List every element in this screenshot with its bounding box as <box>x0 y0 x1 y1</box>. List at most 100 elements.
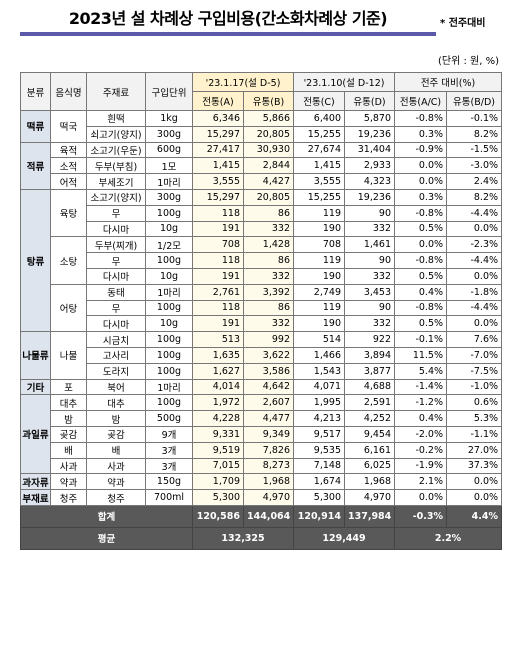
price-cell: 513 <box>192 331 244 348</box>
price-cell: 9,517 <box>293 425 345 443</box>
price-cell: -0.8% <box>394 299 448 317</box>
price-cell: 1,415 <box>293 157 345 175</box>
ingredient: 두부(부침) <box>86 157 146 175</box>
column-subheader: 전통(A/C) <box>394 91 448 111</box>
total-cell: 144,064 <box>243 504 294 528</box>
ingredient: 곶감 <box>86 425 146 443</box>
table-row: 다시마 10g 191 332 190 332 0.5% 0.0% <box>21 220 503 238</box>
table-row: 평균 132,325 129,449 2.2% <box>20 526 503 550</box>
price-cell: 922 <box>343 331 396 348</box>
price-cell: -3.0% <box>446 157 503 175</box>
price-cell: 191 <box>192 267 244 285</box>
total-cell: 4.4% <box>446 504 503 528</box>
price-cell: 6,400 <box>293 110 345 127</box>
price-cell: 0.5% <box>394 315 448 333</box>
total-cell: 137,984 <box>343 504 396 528</box>
table-row: 고사리 100g 1,635 3,622 1,466 3,894 11.5% -7.0% <box>21 346 503 364</box>
table-row: 나물류 나물 시금치 100g 513 992 514 922 -0.1% 7.6% <box>20 331 503 380</box>
price-cell: 708 <box>192 236 244 254</box>
ingredient: 부세조기 <box>86 173 146 190</box>
ingredient: 밤 <box>86 410 146 427</box>
food-name: 포 <box>50 378 87 396</box>
price-cell: 4,477 <box>243 410 294 427</box>
price-cell: 4,252 <box>343 410 396 427</box>
price-cell: -7.0% <box>446 346 503 364</box>
purchase-unit: 3개 <box>145 441 193 459</box>
ingredient: 배 <box>86 441 146 459</box>
column-subheader: 전통(C) <box>293 91 345 111</box>
table-row: 다시마 10g 191 332 190 332 0.5% 0.0% <box>21 267 503 285</box>
ingredient: 두부(찌개) <box>86 236 146 254</box>
purchase-unit: 10g <box>145 267 193 285</box>
price-cell: 7,015 <box>192 457 244 475</box>
price-cell: 332 <box>343 315 396 333</box>
table-row: 배 배 3개 9,519 7,826 9,535 6,161 -0.2% 27.0% <box>21 441 503 459</box>
price-cell: 4,970 <box>243 489 294 506</box>
ingredient: 시금치 <box>86 331 146 348</box>
total-cell: -0.3% <box>394 504 448 528</box>
table-row: 곶감 곶감 9개 9,331 9,349 9,517 9,454 -2.0% -1.1% <box>21 425 503 443</box>
price-cell: 190 <box>293 220 345 238</box>
food-name: 어탕 <box>50 283 87 333</box>
price-cell: -2.3% <box>446 236 503 254</box>
average-label: 평균 <box>20 526 193 550</box>
price-cell: 1,466 <box>293 346 345 364</box>
total-label: 합계 <box>20 504 193 528</box>
price-cell: 15,297 <box>192 125 244 143</box>
total-cell: 120,914 <box>293 504 345 528</box>
price-cell: 332 <box>243 220 294 238</box>
price-cell: 6,346 <box>192 110 244 127</box>
purchase-unit: 100g <box>145 204 193 222</box>
price-cell: 4,323 <box>343 173 396 190</box>
table-row: 밤 밤 500g 4,228 4,477 4,213 4,252 0.4% 5.3% <box>21 410 503 427</box>
purchase-unit: 500g <box>145 410 193 427</box>
price-cell: 1,461 <box>343 236 396 254</box>
price-cell: 0.0% <box>446 473 503 491</box>
table-row: 무 100g 118 86 119 90 -0.8% -4.4% <box>21 252 503 269</box>
price-cell: 19,236 <box>343 188 396 206</box>
price-cell: 86 <box>243 204 294 222</box>
price-cell: 7.6% <box>446 331 503 348</box>
price-cell: 8.2% <box>446 188 503 206</box>
ingredient: 청주 <box>86 489 146 506</box>
price-cell: 4,970 <box>343 489 396 506</box>
price-cell: 0.0% <box>394 157 448 175</box>
price-cell: 191 <box>192 220 244 238</box>
food-name: 배 <box>50 441 87 459</box>
price-cell: 332 <box>343 220 396 238</box>
price-cell: 0.5% <box>394 220 448 238</box>
price-cell: 1,674 <box>293 473 345 491</box>
purchase-unit: 1모 <box>145 157 193 175</box>
column-subheader: 전통(A) <box>192 91 244 111</box>
price-cell: 9,349 <box>243 425 294 443</box>
purchase-unit: 3개 <box>145 457 193 475</box>
purchase-unit: 100g <box>145 252 193 269</box>
price-cell: 3,392 <box>243 283 294 301</box>
table-row: 어적 부세조기 1마리 3,555 4,427 3,555 4,323 0.0% 2.4% <box>21 173 503 190</box>
price-cell: 7,826 <box>243 441 294 459</box>
price-cell: 119 <box>293 299 345 317</box>
price-cell: -4.4% <box>446 204 503 222</box>
price-cell: 5.3% <box>446 410 503 427</box>
price-cell: 1,428 <box>243 236 294 254</box>
food-name: 육탕 <box>50 188 87 238</box>
price-cell: 2.1% <box>394 473 448 491</box>
price-cell: 20,805 <box>243 188 294 206</box>
price-cell: 2,761 <box>192 283 244 301</box>
food-name: 소탕 <box>50 236 87 285</box>
category: 떡류 <box>20 110 51 143</box>
column-subheader: 유통(D) <box>343 91 396 111</box>
price-cell: 4,228 <box>192 410 244 427</box>
category: 부재료 <box>20 489 51 506</box>
food-name: 나물 <box>50 331 87 380</box>
food-name: 밤 <box>50 410 87 427</box>
price-cell: 5.4% <box>394 362 448 380</box>
price-cell: 0.0% <box>446 220 503 238</box>
price-cell: 2,933 <box>343 157 396 175</box>
price-cell: 4,071 <box>293 378 345 396</box>
table-row: 어탕 동태 1마리 2,761 3,392 2,749 3,453 0.4% -1.8% <box>21 283 503 333</box>
food-name: 청주 <box>50 489 87 506</box>
purchase-unit: 100g <box>145 394 193 412</box>
price-cell: 1,635 <box>192 346 244 364</box>
purchase-unit: 10g <box>145 315 193 333</box>
